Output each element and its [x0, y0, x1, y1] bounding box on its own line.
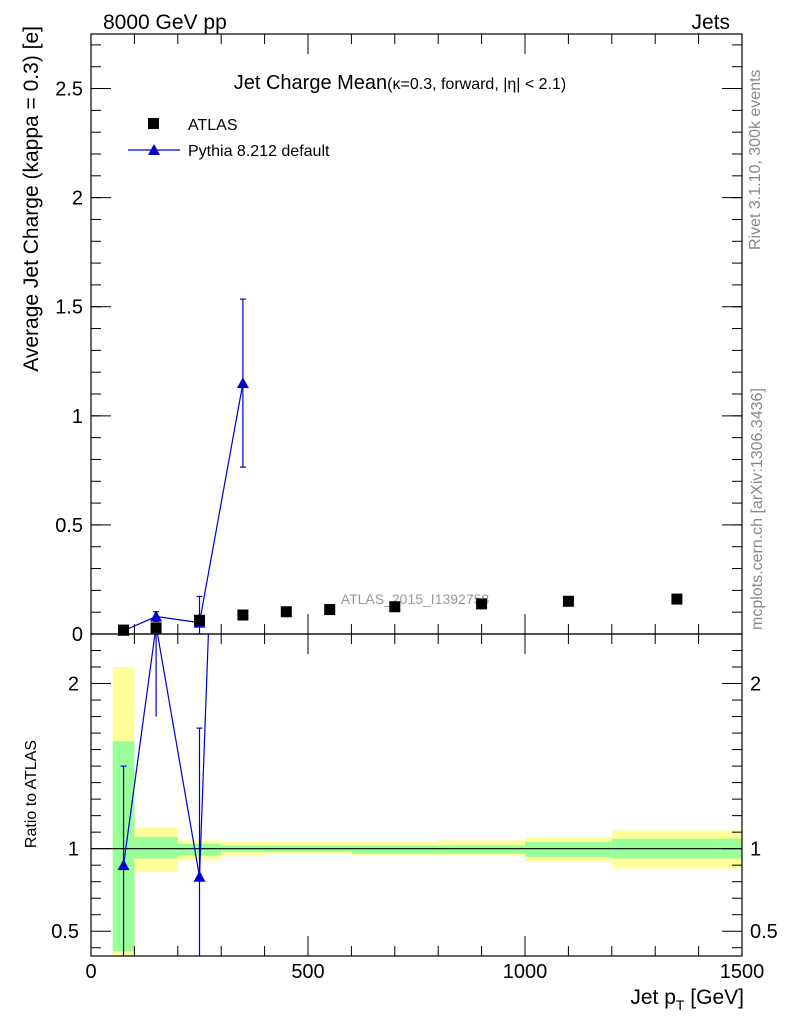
rivet-label: Rivet 3.1.10, 300k events — [747, 69, 764, 250]
band-inner — [438, 845, 525, 854]
band-inner — [351, 845, 439, 854]
mc-line — [123, 382, 244, 632]
band-inner — [134, 837, 178, 859]
main-plot: 0 0.5 1 1.5 2 2.5 — [55, 33, 743, 646]
legend-label-mc: Pythia 8.212 default — [188, 143, 330, 160]
atlas-point — [237, 609, 249, 621]
main-ytick-label: 2 — [72, 188, 83, 210]
chart-title-sub: (κ=0.3, forward, |η| < 2.1) — [387, 76, 566, 93]
header-left: 8000 GeV pp — [103, 11, 227, 34]
main-ytick-label: 1.5 — [55, 297, 83, 319]
atlas-point — [280, 606, 292, 618]
legend-label-atlas: ATLAS — [188, 117, 238, 134]
ratio-ylabel: Ratio to ATLAS — [23, 740, 40, 848]
atlas-point — [671, 593, 683, 605]
ratio-ytick-label-right: 1 — [750, 839, 761, 861]
legend-marker-atlas — [148, 118, 159, 129]
atlas-point — [150, 622, 162, 634]
atlas-point — [194, 614, 205, 626]
ratio-plot: 0.5 0.5 1 1 2 2 0 500 1000 1500 — [51, 633, 778, 983]
main-ytick-label: 0.5 — [55, 515, 83, 537]
ratio-content — [91, 634, 742, 956]
ratio-xlabel: Jet pT [GeV] — [630, 986, 744, 1013]
main-ylabel: Average Jet Charge (kappa = 0.3) [e] — [20, 26, 43, 372]
atlas-point — [562, 595, 574, 607]
mcplots-label: mcplots.cern.ch [arXiv:1306.3436] — [749, 388, 766, 630]
ratio-xtick-label: 1000 — [503, 961, 548, 983]
legend-marker-mc — [148, 144, 160, 155]
atlas-point — [118, 624, 130, 636]
main-ytick-label: 0 — [72, 624, 83, 646]
ratio-xtick-label: 500 — [291, 961, 324, 983]
ratio-ytick-label-right: 2 — [750, 674, 761, 696]
ratio-ytick-label: 2 — [68, 674, 79, 696]
xlabel-unit: [GeV] — [684, 986, 744, 1009]
header-right: Jets — [691, 11, 730, 34]
atlas-point — [476, 598, 488, 610]
band-inner — [525, 842, 612, 857]
ratio-ytick-label: 1 — [68, 839, 79, 861]
mc-point — [236, 377, 249, 389]
xlabel-jet-p: Jet p — [630, 986, 676, 1009]
ratio-frame — [90, 633, 743, 957]
ratio-mc-line — [122, 634, 209, 877]
ratio-ytick-label: 0.5 — [51, 921, 79, 943]
main-ytick-label: 2.5 — [55, 79, 83, 101]
atlas-point — [389, 601, 401, 613]
ratio-mc-point — [193, 870, 206, 882]
xlabel-sub-t: T — [676, 997, 685, 1013]
mc-point — [150, 610, 163, 622]
atlas-point — [324, 604, 336, 616]
chart-title-main: Jet Charge Mean — [234, 72, 387, 94]
chart-title: Jet Charge Mean(κ=0.3, forward, |η| < 2.… — [234, 72, 566, 94]
legend: ATLAS Pythia 8.212 default — [128, 117, 330, 160]
ratio-xtick-label: 0 — [85, 961, 96, 983]
main-ytick-label: 1 — [72, 406, 83, 428]
analysis-watermark: ATLAS_2015_I1392758 — [341, 591, 490, 607]
ratio-ytick-label-right: 0.5 — [750, 921, 778, 943]
ratio-mc-point — [117, 859, 130, 871]
ratio-xtick-label: 1500 — [720, 961, 765, 983]
